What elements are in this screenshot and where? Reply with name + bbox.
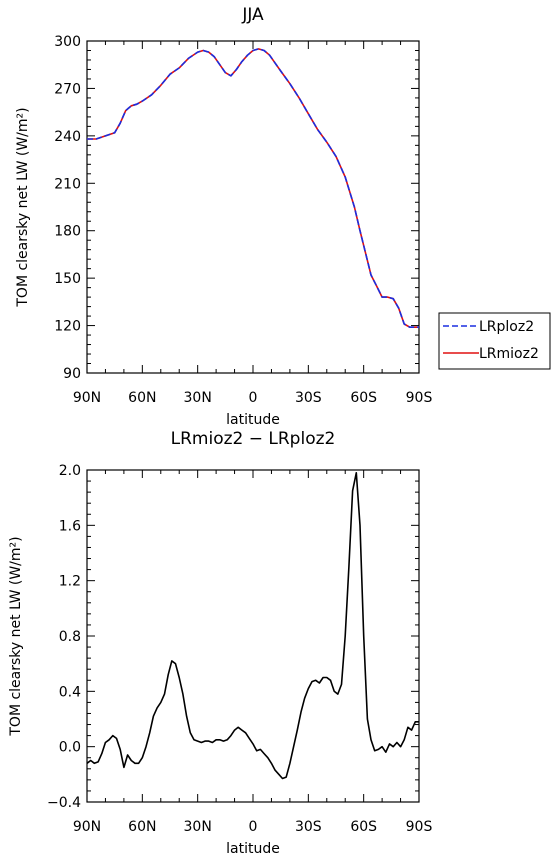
x-tick-label: 30N <box>184 390 212 406</box>
legend-label: LRmioz2 <box>479 346 539 362</box>
x-tick-label: 30N <box>184 819 212 835</box>
plot-frame <box>86 469 420 803</box>
bottom-chart: LRmioz2 − LRploz2 90N 60N 30N 0 30S 60S 90S −0.4… <box>8 429 432 857</box>
x-tick-label: 60S <box>350 819 377 835</box>
series-line-lrploz2 <box>87 48 419 328</box>
y-axis-label: TOM clearsky net LW (W/m²) <box>15 107 31 307</box>
x-tick-label: 60N <box>128 390 156 406</box>
legend-label: LRploz2 <box>479 319 534 335</box>
y-tick-label: 2.0 <box>59 463 81 479</box>
x-axis-label: latitude <box>226 412 280 428</box>
y-tick-label: 210 <box>54 176 81 192</box>
series-line-difference <box>87 472 419 780</box>
legend-box <box>438 312 551 370</box>
legend: LRploz2 LRmioz2 <box>438 312 551 370</box>
y-tick-label: −0.4 <box>47 795 81 811</box>
x-tick-label: 60N <box>128 819 156 835</box>
y-tick-label: 240 <box>54 129 81 145</box>
y-tick-label: 1.2 <box>59 574 81 590</box>
y-tick-label: 0.4 <box>59 684 81 700</box>
y-tick-label: 0.8 <box>59 629 81 645</box>
y-tick-label: 1.6 <box>59 518 81 534</box>
x-tick-label: 0 <box>249 819 258 835</box>
chart-title: LRmioz2 − LRploz2 <box>171 429 336 449</box>
x-axis-label: latitude <box>226 841 280 857</box>
y-tick-label: 300 <box>54 34 81 50</box>
x-tick-label: 0 <box>249 390 258 406</box>
x-tick-label: 30S <box>295 390 322 406</box>
y-tick-label: 180 <box>54 224 81 240</box>
x-tick-label: 60S <box>350 390 377 406</box>
y-tick-label: 90 <box>63 366 81 382</box>
top-chart: JJA 90N 60N 30N 0 30S 60S 90S 90 120 150 180 210 240 2… <box>15 5 432 428</box>
y-tick-label: 150 <box>54 271 81 287</box>
plot-frame <box>86 40 420 374</box>
y-axis-label: TOM clearsky net LW (W/m²) <box>8 536 24 736</box>
chart-title: JJA <box>241 5 264 25</box>
x-tick-label: 90N <box>73 819 101 835</box>
x-tick-label: 90N <box>73 390 101 406</box>
y-tick-label: 270 <box>54 81 81 97</box>
x-tick-label: 90S <box>406 819 433 835</box>
y-tick-label: 0.0 <box>59 740 81 756</box>
x-tick-label: 30S <box>295 819 322 835</box>
y-tick-label: 120 <box>54 319 81 335</box>
series-line-lrmioz2 <box>87 48 419 328</box>
x-tick-label: 90S <box>406 390 433 406</box>
